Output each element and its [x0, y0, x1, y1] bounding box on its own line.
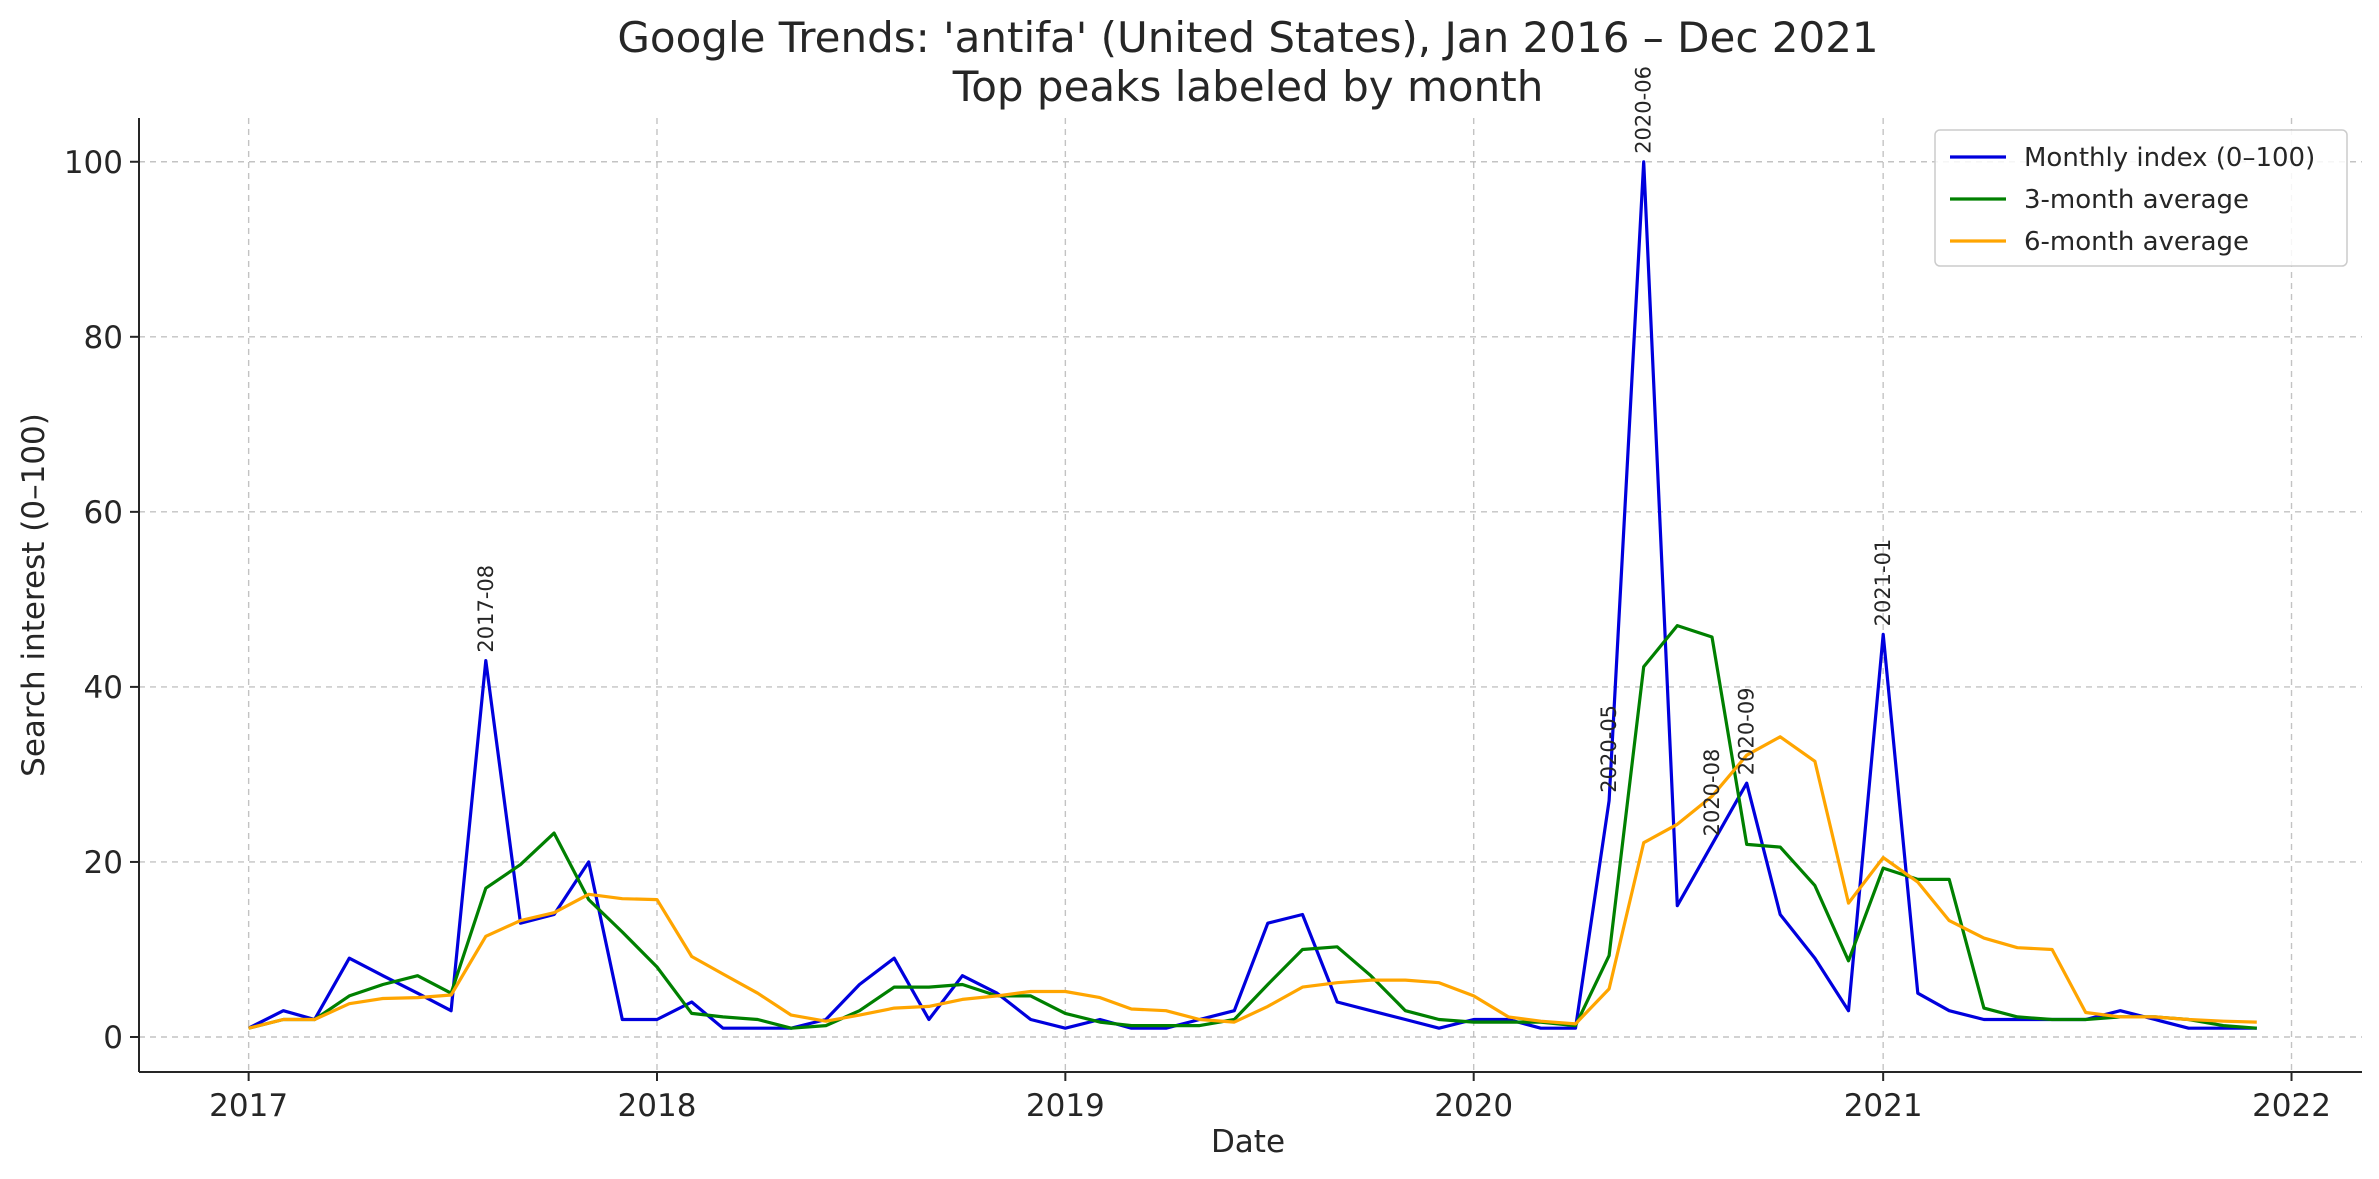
y-tick-label: 100: [64, 145, 123, 181]
y-tick-label: 0: [103, 1020, 123, 1056]
series-line-monthly-index-0-100: [247, 160, 2257, 1030]
legend-label-3-month-average: 3-month average: [2024, 185, 2249, 215]
legend-label-monthly-index-0-100: Monthly index (0–100): [2024, 143, 2315, 173]
y-axis-label: Search interest (0–100): [16, 413, 52, 777]
peak-label: 2020-06: [1632, 66, 1656, 154]
y-tick-label: 60: [84, 495, 123, 531]
peak-label: 2020-05: [1597, 705, 1621, 793]
x-axis-ticks: 2017 2018 2019 2020 2021 2022: [209, 1072, 2331, 1124]
legend-box: [1934, 129, 2348, 267]
series-line-3-month-average: [248, 623, 2257, 1030]
series-layer: [247, 160, 2257, 1030]
chart-title-line-2: Top peaks labeled by month: [952, 62, 1544, 111]
y-axis-ticks: 0 20 40 60 80 100: [64, 145, 139, 1056]
y-tick-label: 20: [84, 845, 123, 881]
peak-annotations: 2017-08 2020-05 2020-06 2020-08 2020-09 2021-…: [474, 66, 1895, 836]
legend-entries: Monthly index (0–100) 3-month average 6-mo…: [1950, 143, 2315, 257]
chart-title-line-1: Google Trends: 'antifa' (United States),…: [617, 13, 1878, 62]
series-line-6-month-average: [248, 735, 2257, 1030]
peak-label: 2017-08: [474, 565, 498, 653]
legend-label-6-month-average: 6-month average: [2024, 227, 2249, 257]
peak-label: 2020-08: [1700, 749, 1724, 837]
x-tick-label: 2019: [1026, 1088, 1105, 1124]
legend: Monthly index (0–100) 3-month average 6-mo…: [1934, 129, 2348, 267]
x-tick-label: 2017: [209, 1088, 288, 1124]
peak-label: 2020-09: [1735, 687, 1759, 775]
x-tick-label: 2018: [618, 1088, 697, 1124]
x-tick-label: 2022: [2252, 1088, 2331, 1124]
x-axis-label: Date: [1211, 1124, 1285, 1160]
peak-label: 2021-01: [1871, 539, 1895, 627]
x-tick-label: 2021: [1844, 1088, 1923, 1124]
x-tick-label: 2020: [1434, 1088, 1513, 1124]
y-tick-label: 80: [84, 320, 123, 356]
y-tick-label: 40: [84, 670, 123, 706]
